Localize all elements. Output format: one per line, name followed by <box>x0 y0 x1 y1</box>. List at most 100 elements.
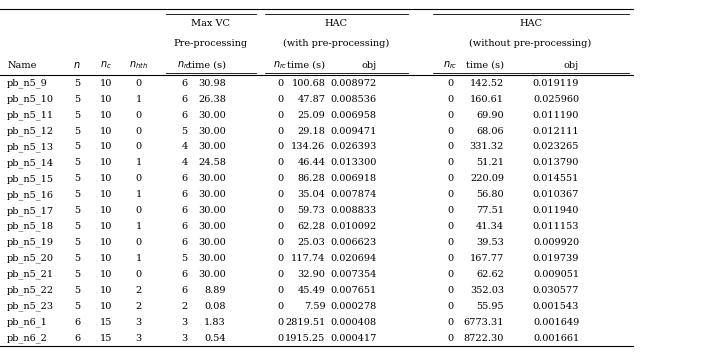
Text: 0.006623: 0.006623 <box>330 238 377 247</box>
Text: 0: 0 <box>277 79 283 88</box>
Text: 32.90: 32.90 <box>297 270 325 279</box>
Text: time (s): time (s) <box>287 61 325 70</box>
Text: 0: 0 <box>448 95 453 104</box>
Text: 6: 6 <box>182 286 187 295</box>
Text: 62.62: 62.62 <box>476 270 504 279</box>
Text: 5: 5 <box>74 302 80 311</box>
Text: 0: 0 <box>277 238 283 247</box>
Text: 160.61: 160.61 <box>470 95 504 104</box>
Text: 0.013300: 0.013300 <box>330 159 377 167</box>
Text: 0.019119: 0.019119 <box>533 79 579 88</box>
Text: 6: 6 <box>74 334 80 342</box>
Text: 30.00: 30.00 <box>198 174 226 183</box>
Text: 220.09: 220.09 <box>470 174 504 183</box>
Text: 0: 0 <box>277 270 283 279</box>
Text: 2819.51: 2819.51 <box>285 318 325 327</box>
Text: 3: 3 <box>136 334 142 342</box>
Text: 0: 0 <box>448 159 453 167</box>
Text: HAC: HAC <box>325 19 347 28</box>
Text: 0: 0 <box>277 318 283 327</box>
Text: 10: 10 <box>99 127 112 135</box>
Text: 5: 5 <box>74 206 80 215</box>
Text: pb_n6_1: pb_n6_1 <box>7 317 48 327</box>
Text: 0: 0 <box>136 111 142 119</box>
Text: 30.00: 30.00 <box>198 206 226 215</box>
Text: 142.52: 142.52 <box>470 79 504 88</box>
Text: 0.009471: 0.009471 <box>330 127 377 135</box>
Text: 6773.31: 6773.31 <box>463 318 504 327</box>
Text: 0.000278: 0.000278 <box>330 302 377 311</box>
Text: 8722.30: 8722.30 <box>464 334 504 342</box>
Text: 5: 5 <box>74 254 80 263</box>
Text: 24.58: 24.58 <box>198 159 226 167</box>
Text: 35.04: 35.04 <box>297 190 325 199</box>
Text: 5: 5 <box>182 127 187 135</box>
Text: 0: 0 <box>277 206 283 215</box>
Text: 1: 1 <box>136 190 142 199</box>
Text: 2: 2 <box>182 302 187 311</box>
Text: 6: 6 <box>182 79 187 88</box>
Text: 0.010092: 0.010092 <box>330 222 377 231</box>
Text: 29.18: 29.18 <box>297 127 325 135</box>
Text: 0.001649: 0.001649 <box>533 318 579 327</box>
Text: 5: 5 <box>74 95 80 104</box>
Text: pb_n5_22: pb_n5_22 <box>7 286 54 295</box>
Text: 5: 5 <box>74 270 80 279</box>
Text: 0: 0 <box>277 159 283 167</box>
Text: 0.026393: 0.026393 <box>330 143 377 151</box>
Text: 0: 0 <box>448 174 453 183</box>
Text: 10: 10 <box>99 206 112 215</box>
Text: 10: 10 <box>99 238 112 247</box>
Text: 5: 5 <box>74 143 80 151</box>
Text: 0.54: 0.54 <box>204 334 226 342</box>
Text: 0: 0 <box>136 206 142 215</box>
Text: 3: 3 <box>182 334 187 342</box>
Text: 5: 5 <box>74 174 80 183</box>
Text: 0: 0 <box>136 79 142 88</box>
Text: 5: 5 <box>74 222 80 231</box>
Text: 30.98: 30.98 <box>198 79 226 88</box>
Text: 25.09: 25.09 <box>297 111 325 119</box>
Text: 0.025960: 0.025960 <box>533 95 579 104</box>
Text: 1: 1 <box>136 254 142 263</box>
Text: obj: obj <box>362 61 377 70</box>
Text: 6: 6 <box>182 111 187 119</box>
Text: 0: 0 <box>136 270 142 279</box>
Text: 6: 6 <box>182 95 187 104</box>
Text: 0: 0 <box>448 334 453 342</box>
Text: 30.00: 30.00 <box>198 127 226 135</box>
Text: 1915.25: 1915.25 <box>285 334 325 342</box>
Text: 0.007651: 0.007651 <box>330 286 377 295</box>
Text: 55.95: 55.95 <box>476 302 504 311</box>
Text: 0.000408: 0.000408 <box>330 318 377 327</box>
Text: 10: 10 <box>99 270 112 279</box>
Text: 5: 5 <box>74 79 80 88</box>
Text: 0: 0 <box>448 111 453 119</box>
Text: 2: 2 <box>136 286 142 295</box>
Text: 77.51: 77.51 <box>476 206 504 215</box>
Text: 45.49: 45.49 <box>297 286 325 295</box>
Text: 86.28: 86.28 <box>297 174 325 183</box>
Text: 6: 6 <box>182 238 187 247</box>
Text: 30.00: 30.00 <box>198 238 226 247</box>
Text: 352.03: 352.03 <box>470 286 504 295</box>
Text: $n_{rc}$: $n_{rc}$ <box>177 59 192 71</box>
Text: 30.00: 30.00 <box>198 190 226 199</box>
Text: 6: 6 <box>182 222 187 231</box>
Text: 7.59: 7.59 <box>304 302 325 311</box>
Text: $n$: $n$ <box>74 60 81 70</box>
Text: 1: 1 <box>136 159 142 167</box>
Text: 0.011153: 0.011153 <box>533 222 579 231</box>
Text: (without pre-processing): (without pre-processing) <box>470 39 591 48</box>
Text: pb_n6_2: pb_n6_2 <box>7 333 48 343</box>
Text: 0.011190: 0.011190 <box>533 111 579 119</box>
Text: 6: 6 <box>182 206 187 215</box>
Text: 0: 0 <box>448 206 453 215</box>
Text: 26.38: 26.38 <box>198 95 226 104</box>
Text: 5: 5 <box>182 254 187 263</box>
Text: 0.007874: 0.007874 <box>330 190 377 199</box>
Text: 25.03: 25.03 <box>297 238 325 247</box>
Text: 0.006918: 0.006918 <box>330 174 377 183</box>
Text: 0.009920: 0.009920 <box>533 238 579 247</box>
Text: 5: 5 <box>74 127 80 135</box>
